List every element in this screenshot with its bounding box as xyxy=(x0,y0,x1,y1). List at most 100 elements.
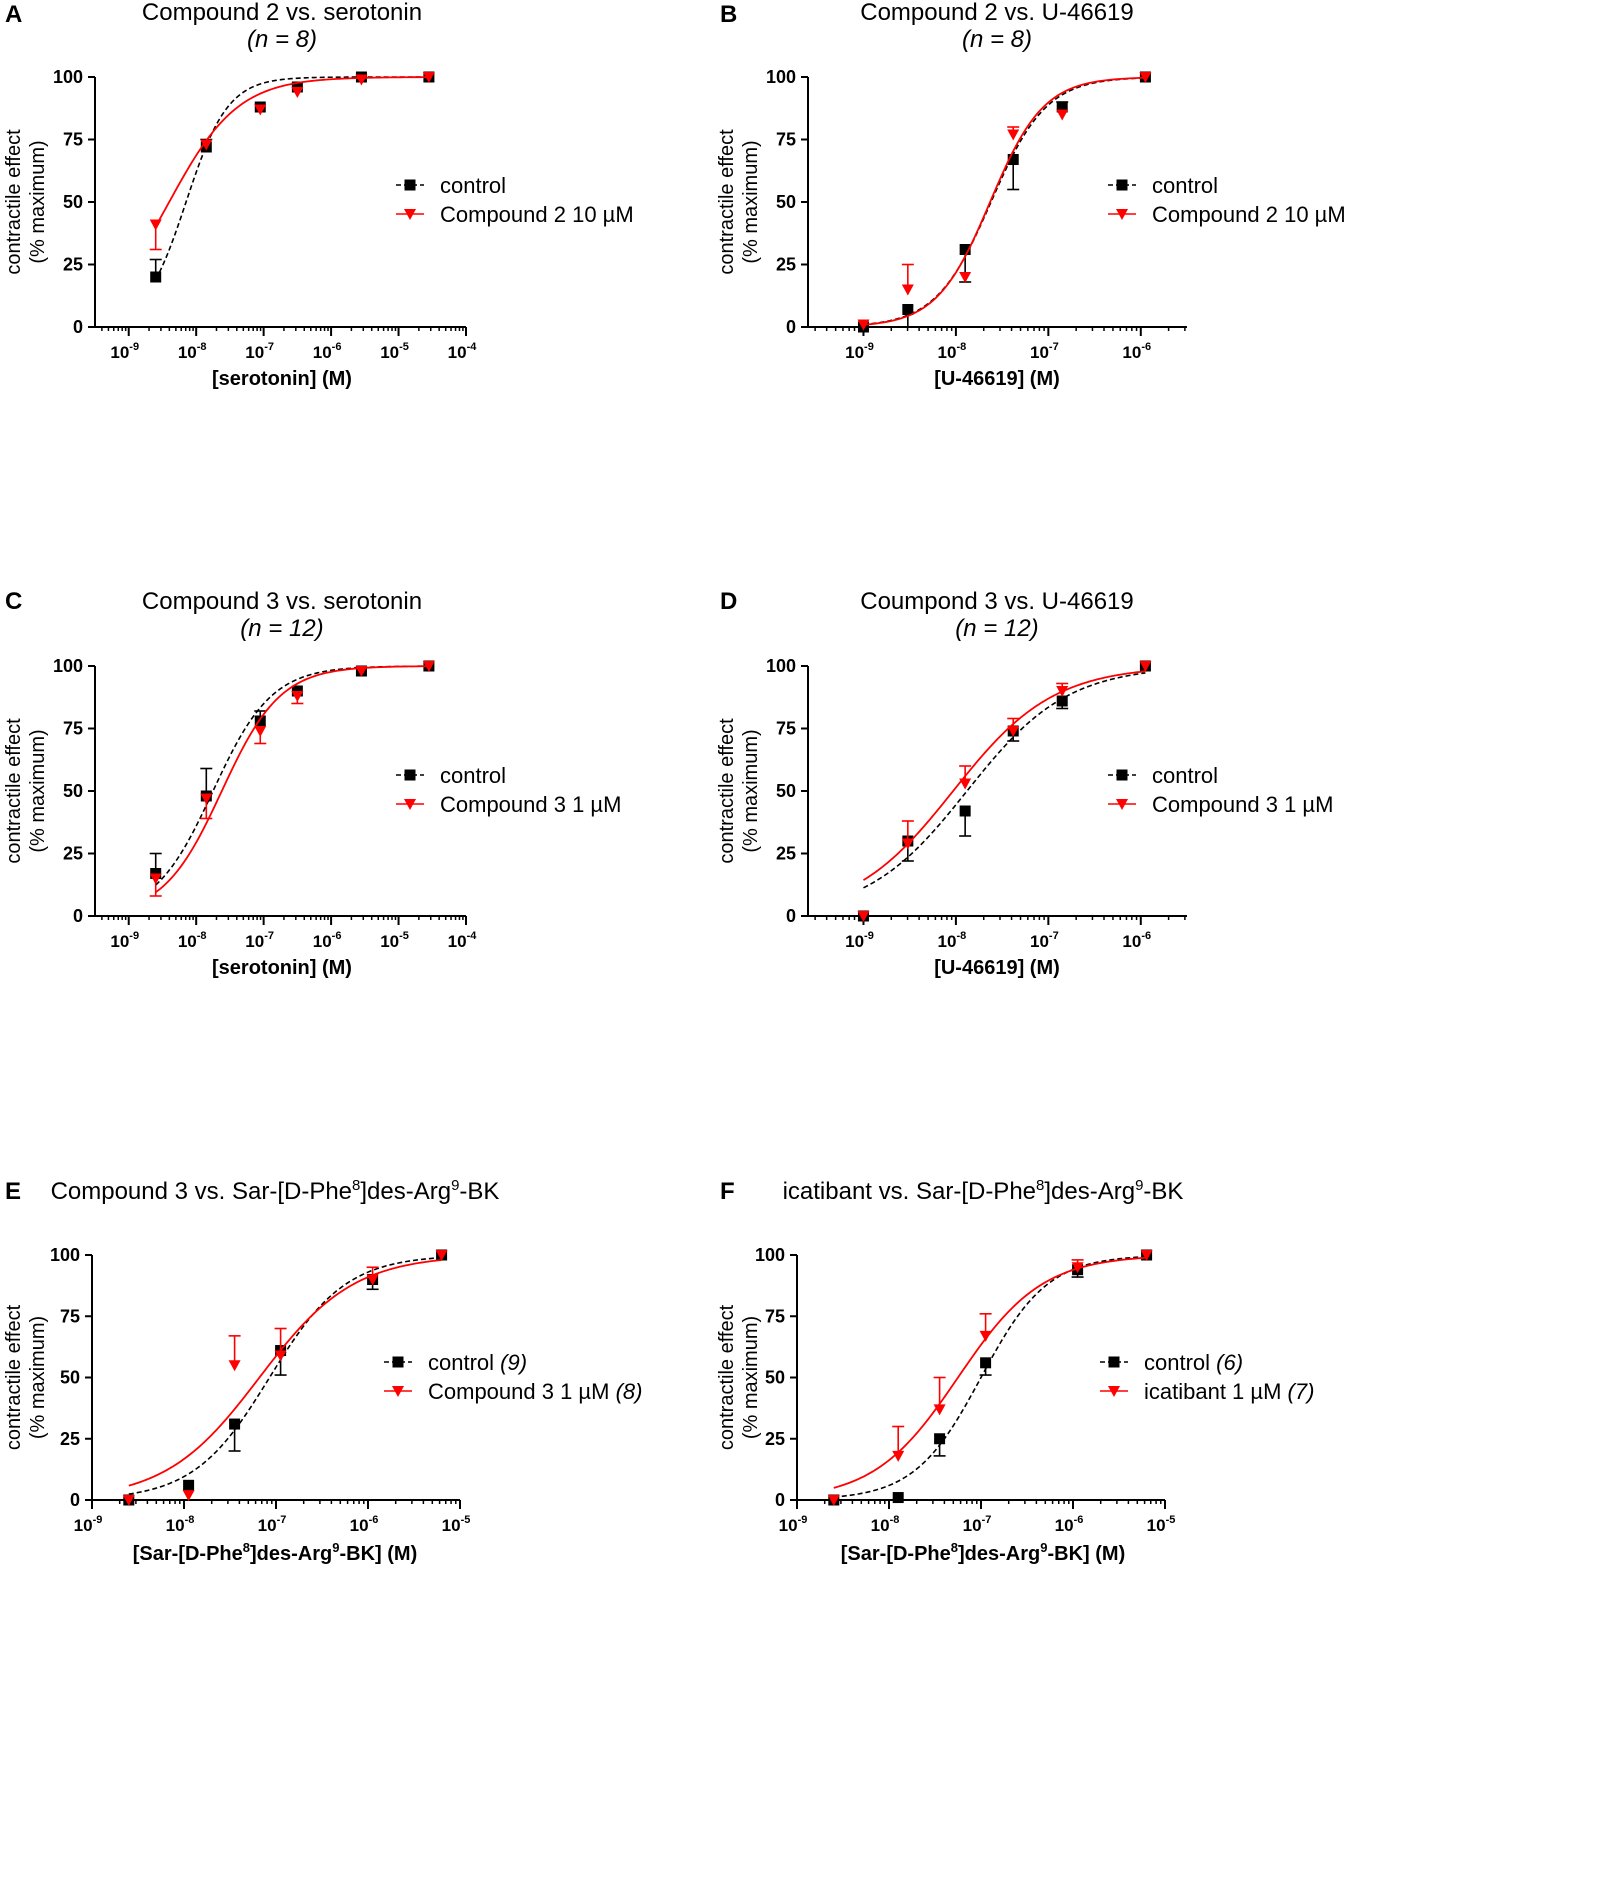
fit-curve xyxy=(833,1255,1147,1498)
x-tick-label: 10-7 xyxy=(1030,341,1059,362)
y-tick-label: 75 xyxy=(765,1306,785,1326)
chart-title: Compound 2 vs. serotonin xyxy=(142,0,422,26)
legend-n: (6) xyxy=(1216,1350,1243,1375)
data-point xyxy=(979,1330,992,1342)
x-tick-exponent: -9 xyxy=(129,930,139,942)
x-tick-exponent: -8 xyxy=(197,341,207,353)
x-tick-label: 10-8 xyxy=(871,1514,900,1535)
fit-curve xyxy=(128,1259,442,1487)
series-control: control xyxy=(149,71,506,283)
y-tick-label: 75 xyxy=(63,130,83,150)
x-tick-label: 10-9 xyxy=(845,341,874,362)
data-point xyxy=(355,666,368,677)
data-point xyxy=(827,1495,840,1506)
text-part: -BK] (M) xyxy=(1047,1543,1125,1565)
y-tick-label: 75 xyxy=(776,719,796,739)
x-tick-exponent: -7 xyxy=(1049,341,1059,353)
x-tick-label: 10-9 xyxy=(845,930,874,951)
y-tick-label: 0 xyxy=(786,317,796,337)
x-tick-base: 10 xyxy=(442,1516,461,1535)
panel-b: B Compound 2 vs. U-46619(n = 8) contractil… xyxy=(716,0,1346,390)
legend-marker xyxy=(1116,179,1128,191)
x-tick-exponent: -4 xyxy=(467,341,478,353)
x-tick-exponent: -9 xyxy=(129,341,139,353)
legend-name: control xyxy=(1152,763,1218,788)
x-tick-label: 10-5 xyxy=(442,1514,471,1535)
series-treatment: Compound 2 10 µM xyxy=(857,72,1346,331)
chart-subtitle: (n = 8) xyxy=(962,26,1032,53)
data-point xyxy=(1056,101,1068,113)
text-part: -BK] (M) xyxy=(339,1543,417,1565)
data-point xyxy=(892,1492,904,1504)
x-tick-label: 10-8 xyxy=(166,1514,195,1535)
legend-name: Compound 2 10 µM xyxy=(1152,202,1346,227)
x-tick-label: 10-4 xyxy=(448,341,478,362)
y-axis-label-line2: (% maximum) xyxy=(740,140,762,263)
legend-marker xyxy=(1116,209,1128,220)
y-tick-label: 0 xyxy=(73,317,83,337)
x-tick-base: 10 xyxy=(871,1516,890,1535)
y-axis-label-line2: (% maximum) xyxy=(27,729,49,852)
data-point xyxy=(1007,129,1020,141)
y-axis-label-line1: contractile effect xyxy=(716,129,738,275)
legend-marker xyxy=(392,1356,404,1368)
y-tick-label: 0 xyxy=(73,906,83,926)
legend-marker xyxy=(1116,799,1128,810)
x-tick-exponent: -5 xyxy=(399,341,409,353)
x-tick-exponent: -8 xyxy=(890,1514,900,1526)
data-point xyxy=(1056,109,1069,121)
x-tick-base: 10 xyxy=(178,343,197,362)
panel-e: E Compound 3 vs. Sar-[D-Phe8]des-Arg9-BKc… xyxy=(3,1177,642,1565)
data-point xyxy=(857,911,870,922)
data-point xyxy=(183,1479,195,1491)
x-tick-base: 10 xyxy=(963,1516,982,1535)
y-tick-label: 25 xyxy=(60,1429,80,1449)
legend-label: control xyxy=(1152,173,1218,198)
chart-title: Compound 3 vs. serotonin xyxy=(142,588,422,615)
y-tick-label: 25 xyxy=(776,844,796,864)
data-point xyxy=(355,74,368,86)
data-point xyxy=(1007,154,1019,165)
fit-curve xyxy=(155,665,429,886)
series-control: control xyxy=(149,660,506,886)
x-tick-base: 10 xyxy=(110,343,129,362)
data-point xyxy=(892,1450,905,1462)
data-point xyxy=(959,244,971,255)
fit-curve xyxy=(862,670,1146,881)
x-tick-label: 10-6 xyxy=(1055,1514,1084,1535)
data-point xyxy=(901,284,914,296)
legend-label: Compound 2 10 µM xyxy=(1152,202,1346,227)
data-point xyxy=(959,805,971,817)
x-tick-label: 10-4 xyxy=(448,930,478,951)
data-point xyxy=(149,873,162,885)
data-point xyxy=(182,1490,195,1502)
legend-label: Compound 3 1 µM xyxy=(1152,792,1333,817)
legend-label: Compound 3 1 µM xyxy=(440,792,621,817)
x-tick-label: 10-7 xyxy=(1030,930,1059,951)
x-tick-base: 10 xyxy=(178,932,197,951)
x-tick-exponent: -6 xyxy=(332,341,342,353)
y-tick-label: 50 xyxy=(60,1368,80,1388)
legend-marker xyxy=(404,179,416,191)
series-treatment: Compound 2 10 µM xyxy=(149,72,634,251)
y-axis-label: contractile effect (% maximum) xyxy=(3,129,49,275)
x-tick-label: 10-6 xyxy=(350,1514,379,1535)
data-point xyxy=(959,778,972,790)
panel-letter: A xyxy=(5,1,22,28)
y-tick-label: 100 xyxy=(53,67,83,87)
text-part: ]des-Arg xyxy=(1044,1178,1135,1205)
x-tick-label: 10-8 xyxy=(938,341,967,362)
series-treatment: icatibant 1 µM (7) xyxy=(827,1250,1314,1506)
fit-curve xyxy=(128,1256,442,1495)
text-part: -BK xyxy=(459,1178,499,1205)
x-tick-exponent: -5 xyxy=(1166,1514,1176,1526)
chart-title: Coumpond 3 vs. U-46619 xyxy=(860,588,1134,615)
data-point xyxy=(291,691,304,702)
legend-name: control xyxy=(1144,1350,1216,1375)
x-tick-exponent: -6 xyxy=(1141,930,1151,942)
x-tick-exponent: -7 xyxy=(264,930,274,942)
data-point xyxy=(422,72,435,83)
x-tick-exponent: -6 xyxy=(332,930,342,942)
x-tick-base: 10 xyxy=(1122,932,1141,951)
data-point xyxy=(422,661,435,672)
